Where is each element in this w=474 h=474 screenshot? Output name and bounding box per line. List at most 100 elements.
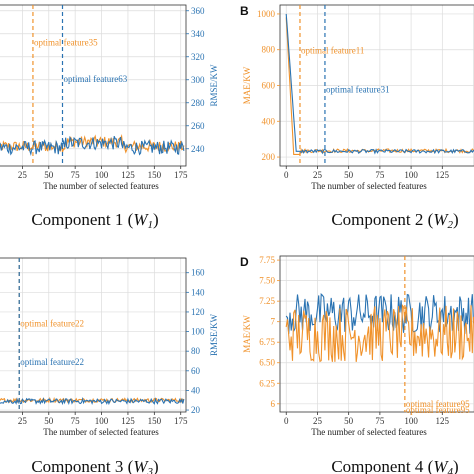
x-tick-label: 175: [174, 170, 188, 180]
caption-close: ): [153, 457, 159, 474]
x-tick-label: 125: [436, 416, 450, 426]
x-tick-label: 25: [18, 416, 28, 426]
series-line-orange: [0, 396, 185, 404]
panel-3: 25 50 75 100 125 150 175 The number of selected…: [0, 257, 219, 474]
x-tick-label: 175: [174, 416, 188, 426]
x-tick-label: 50: [44, 416, 54, 426]
y-tick-label: 140: [191, 287, 205, 297]
optimal-feature-label: optimal feature31: [326, 85, 390, 95]
x-tick-label: 0: [284, 416, 289, 426]
x-tick-label: 75: [375, 170, 385, 180]
y-tick-label: 280: [191, 98, 205, 108]
x-axis-label: The number of selected features: [43, 181, 159, 191]
x-tick-label: 50: [344, 416, 354, 426]
y-tick-label: 340: [191, 29, 205, 39]
x-tick-label: 25: [313, 170, 323, 180]
series-group: [285, 292, 474, 363]
caption-close: ): [453, 210, 459, 229]
x-tick-label: 25: [313, 416, 323, 426]
y-tick-label: 7.75: [259, 255, 275, 265]
y-tick-label: 6.50: [259, 358, 275, 368]
x-axis-label: The number of selected features: [43, 427, 159, 437]
panel-caption: Component 4 (W4): [331, 457, 458, 474]
panel-caption: Component 2 (W2): [331, 210, 458, 231]
y-tick-label: 80: [191, 346, 201, 356]
series-line-orange: [0, 133, 185, 154]
caption-var: W: [133, 210, 149, 229]
caption-text: Component 2 (: [331, 210, 433, 229]
caption-sub: 4: [448, 466, 454, 474]
optimal-feature-label: optimal feature63: [64, 74, 128, 84]
x-tick-label: 0: [284, 170, 289, 180]
x-axis-label: The number of selected features: [311, 427, 427, 437]
series-line-blue: [0, 396, 185, 406]
panel-2: 0 25 50 75 100 125 The number of selected feat…: [240, 4, 474, 231]
y-axis-label-right: RMSE/KW: [209, 313, 219, 356]
y-tick-label: 6.25: [259, 378, 275, 388]
x-tick-label: 125: [121, 170, 135, 180]
optimal-feature-label: optimal feature95: [406, 399, 470, 409]
panel-caption: Component 1 (W1): [31, 210, 158, 231]
y-tick-label: 160: [191, 268, 205, 278]
y-tick-label: 7.25: [259, 296, 275, 306]
optimal-feature-label: optimal feature95: [406, 405, 470, 415]
panel-letter: D: [240, 255, 249, 269]
y-tick-label: 360: [191, 6, 205, 16]
optimal-feature-label: optimal feature22: [20, 319, 84, 329]
grid: [0, 258, 186, 412]
optimal-feature-label: optimal feature35: [34, 37, 98, 47]
y-tick-label: 7.50: [259, 276, 275, 286]
caption-close: ): [453, 457, 459, 474]
x-tick-label: 125: [436, 170, 450, 180]
caption-sub: 3: [147, 466, 154, 474]
y-tick-label: 6: [271, 399, 276, 409]
x-tick-label: 75: [71, 416, 81, 426]
optimal-feature-label: optimal feature11: [301, 45, 364, 55]
x-tick-label: 100: [95, 170, 109, 180]
x-tick-label: 100: [95, 416, 109, 426]
caption-sub: 2: [448, 219, 454, 231]
y-axis-label-left: MAE/KW: [242, 66, 252, 104]
x-tick-label: 125: [121, 416, 135, 426]
x-tick-label: 75: [71, 170, 81, 180]
y-tick-label: 1000: [257, 9, 276, 19]
caption-var: W: [433, 457, 449, 474]
x-tick-label: 25: [18, 170, 28, 180]
caption-close: ): [153, 210, 159, 229]
x-tick-label: 75: [375, 416, 385, 426]
y-tick-label: 260: [191, 121, 205, 131]
y-tick-label: 60: [191, 366, 201, 376]
x-tick-label: 50: [344, 170, 354, 180]
y-tick-label: 20: [191, 405, 201, 415]
caption-text: Component 3 (: [31, 457, 133, 474]
plot-frame: [279, 255, 474, 413]
series-group: [0, 396, 185, 406]
y-tick-label: 320: [191, 52, 205, 62]
panel-caption: Component 3 (W3): [31, 457, 158, 474]
y-tick-label: 200: [262, 152, 276, 162]
panel-1: 25 50 75 100 125 150 175 The number of selected…: [0, 4, 219, 231]
series-line-blue: [0, 135, 185, 157]
y-tick-label: 300: [191, 75, 205, 85]
caption-text: Component 1 (: [31, 210, 133, 229]
y-tick-label: 6.75: [259, 337, 275, 347]
caption-var: W: [433, 210, 449, 229]
panel-4: 0 25 50 75 100 125 The number of selected feat…: [240, 255, 474, 474]
y-tick-label: 120: [191, 307, 205, 317]
plot-frame: [0, 257, 187, 413]
grid: [0, 5, 186, 166]
caption-var: W: [133, 457, 149, 474]
plot-frame: [0, 4, 187, 167]
x-tick-label: 150: [148, 416, 162, 426]
series-line-orange: [285, 303, 474, 363]
x-tick-label: 50: [44, 170, 54, 180]
x-axis-label: The number of selected features: [311, 181, 427, 191]
caption-text: Component 4 (: [331, 457, 433, 474]
y-tick-label: 800: [262, 45, 276, 55]
y-axis-label-right: RMSE/KW: [209, 64, 219, 107]
caption-sub: 1: [148, 219, 154, 231]
x-tick-label: 100: [404, 416, 418, 426]
series-group: [285, 13, 474, 155]
y-tick-label: 40: [191, 385, 201, 395]
